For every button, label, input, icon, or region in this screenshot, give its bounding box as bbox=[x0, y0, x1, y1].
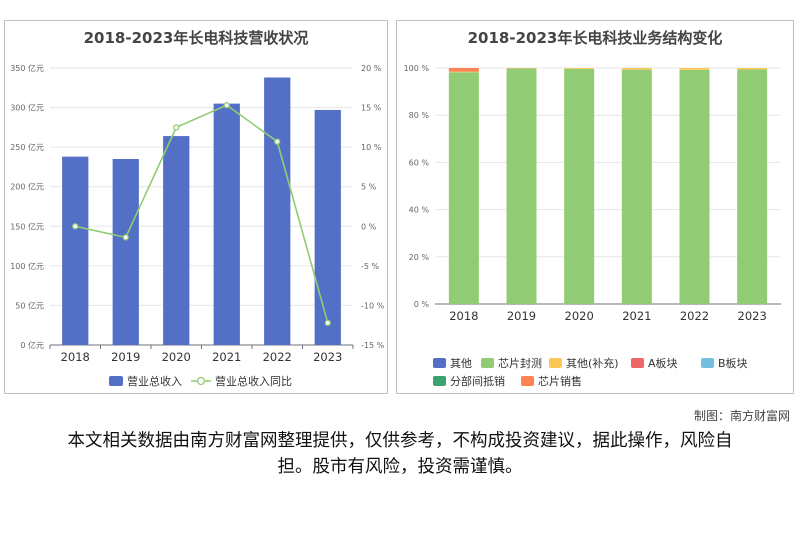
legend-swatch bbox=[701, 358, 714, 368]
legend-swatch bbox=[433, 376, 446, 386]
revenue-chart-svg: 0 亿元 50 亿元 100 亿元 150 亿元 200 亿元 250 亿元 300 亿元 3… bbox=[10, 63, 385, 388]
stacked-segment-芯片封测 bbox=[621, 69, 652, 304]
stacked-segment-其他(补充) bbox=[621, 68, 652, 70]
stacked-segment-其他(补充) bbox=[679, 68, 710, 70]
x-tick-label: 2021 bbox=[212, 350, 241, 364]
revenue-bar bbox=[314, 109, 341, 346]
legend-label: A板块 bbox=[648, 356, 678, 370]
y-tick-label-right: 10 % bbox=[361, 143, 382, 152]
legend-swatch bbox=[481, 358, 494, 368]
legend-swatch bbox=[521, 376, 534, 386]
y-tick-label-left: 50 亿元 bbox=[15, 300, 44, 310]
business-structure-chart-title: 2018-2023年长电科技业务结构变化 bbox=[467, 29, 723, 47]
stacked-segment-芯片封测 bbox=[448, 72, 479, 304]
yoy-line bbox=[75, 104, 329, 324]
yoy-point bbox=[274, 138, 281, 145]
y-tick-label: 0 % bbox=[414, 300, 430, 309]
x-tick-label: 2020 bbox=[162, 350, 191, 364]
revenue-bar bbox=[62, 156, 89, 345]
legend-label-yoy: 营业总收入同比 bbox=[215, 374, 292, 388]
stacked-segment-其他(补充) bbox=[737, 68, 768, 70]
stacked-segment-其他(补充) bbox=[564, 68, 595, 69]
y-tick-label-left: 250 亿元 bbox=[10, 142, 44, 152]
y-tick-label: 40 % bbox=[409, 206, 430, 215]
legend-label: 其他 bbox=[450, 357, 472, 370]
y-tick-label: 100 % bbox=[404, 64, 430, 73]
y-tick-label-left: 200 亿元 bbox=[10, 182, 44, 192]
business-structure-chart-svg: 0 % 20 % 40 % 60 % 80 % 100 % 2018 2019 2020 2021… bbox=[404, 64, 781, 388]
x-tick-label: 2023 bbox=[313, 350, 342, 364]
y-tick-label-right: 5 % bbox=[361, 183, 377, 192]
legend-swatch-yoy-marker bbox=[196, 376, 206, 386]
y-tick-label-right: 0 % bbox=[361, 222, 377, 231]
y-tick-label-left: 150 亿元 bbox=[10, 221, 44, 231]
y-tick-label-right: 20 % bbox=[361, 64, 382, 73]
yoy-point bbox=[122, 234, 129, 241]
y-tick-label: 80 % bbox=[409, 111, 430, 120]
legend-label: B板块 bbox=[718, 356, 748, 370]
legend-swatch bbox=[433, 358, 446, 368]
y-tick-label-right: -15 % bbox=[361, 341, 385, 350]
yoy-point bbox=[223, 102, 230, 109]
x-tick-label: 2018 bbox=[449, 309, 478, 323]
y-tick-label-left: 0 亿元 bbox=[20, 340, 44, 350]
revenue-chart-panel: 2018-2023年长电科技营收状况 0 亿元 50 亿元 100 亿元 150 亿元… bbox=[4, 20, 388, 394]
stacked-segment-芯片销售 bbox=[448, 68, 479, 72]
x-tick-label: 2019 bbox=[111, 350, 140, 364]
x-tick-label: 2018 bbox=[61, 350, 90, 364]
yoy-point bbox=[72, 223, 79, 230]
yoy-point bbox=[173, 124, 180, 131]
revenue-bar bbox=[163, 136, 190, 345]
y-tick-label-left: 300 亿元 bbox=[10, 103, 44, 113]
revenue-bar bbox=[264, 77, 291, 346]
y-tick-label: 20 % bbox=[409, 253, 430, 262]
legend-label: 芯片销售 bbox=[538, 374, 582, 388]
legend-label: 分部间抵销 bbox=[450, 374, 505, 388]
y-tick-label-right: 15 % bbox=[361, 104, 382, 113]
yoy-point bbox=[324, 319, 331, 326]
business-structure-chart-panel: 2018-2023年长电科技业务结构变化 0 % 20 % 40 % 60 % 80 %… bbox=[396, 20, 794, 394]
stacked-segment-芯片封测 bbox=[564, 68, 595, 304]
stacked-segment-芯片封测 bbox=[679, 69, 710, 304]
legend-label: 芯片封测 bbox=[498, 356, 542, 370]
x-tick-label: 2022 bbox=[263, 350, 292, 364]
y-tick-label-left: 350 亿元 bbox=[10, 63, 44, 73]
x-tick-label: 2019 bbox=[507, 309, 536, 323]
x-tick-label: 2020 bbox=[565, 309, 594, 323]
revenue-chart-title: 2018-2023年长电科技营收状况 bbox=[83, 29, 309, 47]
stacked-segment-芯片封测 bbox=[506, 68, 537, 304]
y-tick-label-right: -5 % bbox=[361, 262, 380, 271]
y-tick-label: 60 % bbox=[409, 158, 430, 167]
stacked-segment-芯片封测 bbox=[737, 69, 768, 304]
legend-swatch bbox=[631, 358, 644, 368]
x-tick-label: 2023 bbox=[738, 309, 767, 323]
legend-label-revenue: 营业总收入 bbox=[127, 374, 182, 388]
legend-swatch-revenue bbox=[109, 376, 123, 386]
chart-credit: 制图：南方财富网 bbox=[693, 409, 790, 423]
revenue-bar bbox=[112, 159, 139, 345]
legend-swatch bbox=[549, 358, 562, 368]
revenue-bar bbox=[213, 103, 240, 345]
x-tick-label: 2021 bbox=[622, 309, 651, 323]
y-tick-label-left: 100 亿元 bbox=[10, 261, 44, 271]
x-tick-label: 2022 bbox=[680, 309, 709, 323]
y-tick-label-right: -10 % bbox=[361, 301, 385, 310]
legend-label: 其他(补充) bbox=[566, 356, 619, 370]
disclaimer-text: 本文相关数据由南方财富网整理提供，仅供参考，不构成投资建议，据此操作，风险自担。… bbox=[67, 431, 733, 477]
